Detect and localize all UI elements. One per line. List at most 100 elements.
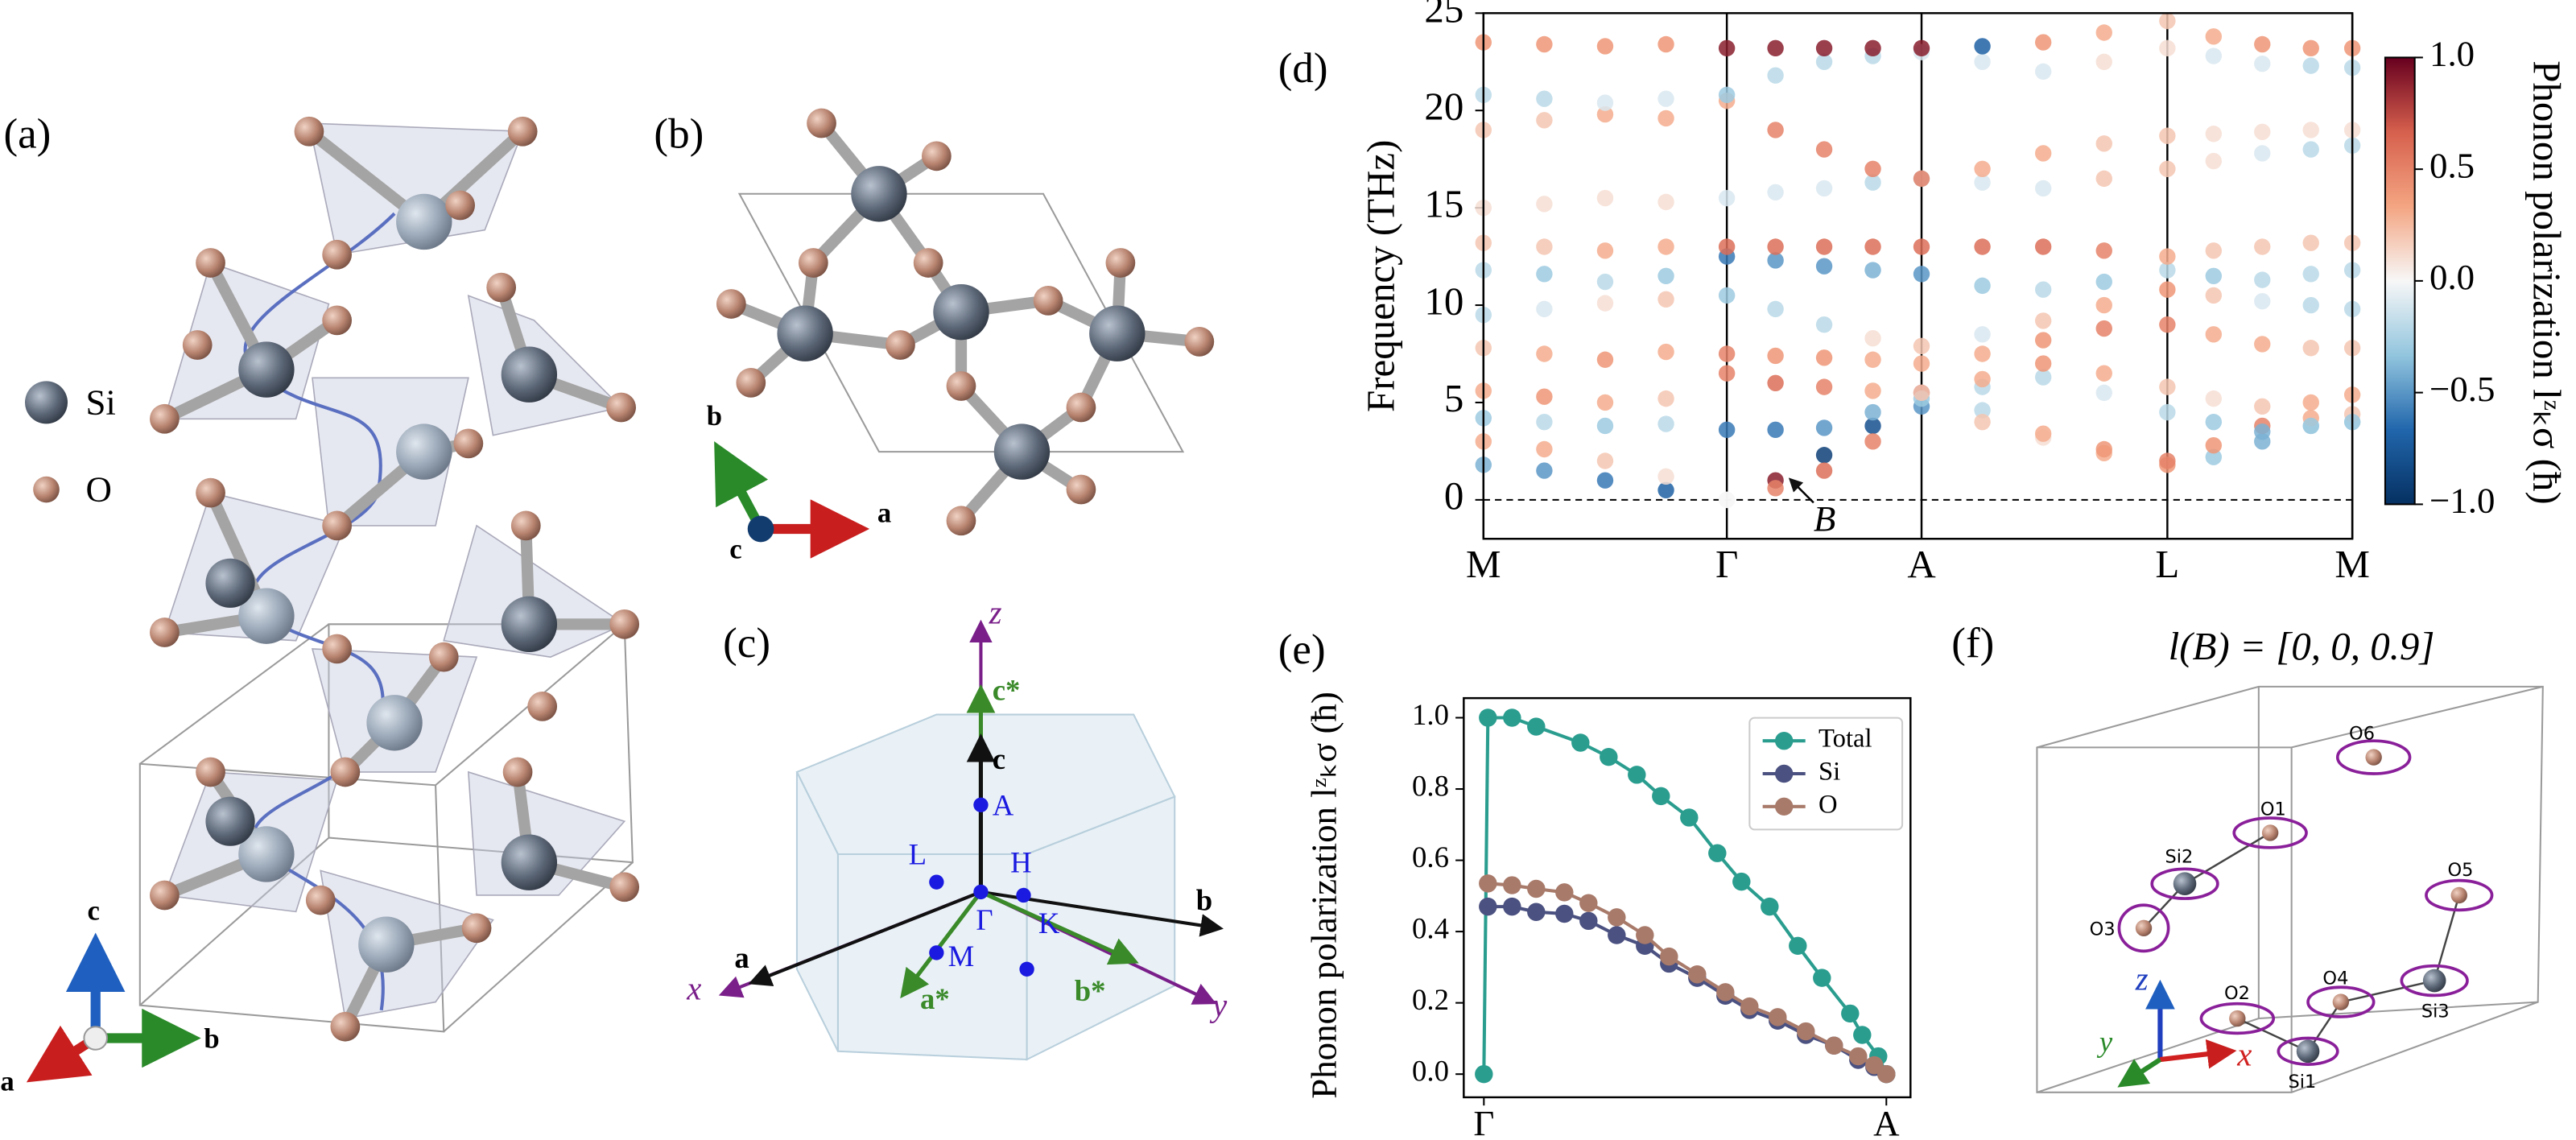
orbits	[2117, 739, 2494, 1066]
phonon-dot	[1718, 39, 1736, 57]
legend-si	[24, 381, 68, 424]
legend-text: O	[85, 469, 111, 509]
phonon-dot	[1657, 35, 1674, 53]
phonon-dot	[1974, 53, 1991, 70]
phonon-dot	[1864, 238, 1881, 255]
colorbar-tick-label: 1.0	[2429, 34, 2475, 74]
phonon-dot	[1596, 417, 1614, 435]
plot-frame	[1482, 12, 2354, 540]
phonon-dot	[2254, 398, 2271, 415]
phonon-dot	[2034, 145, 2052, 162]
y-tick-label: 5	[1444, 376, 1463, 420]
panel-label: (e)	[1278, 626, 1326, 673]
phonon-dot	[1815, 419, 1833, 436]
legend-label: O	[1818, 790, 1838, 819]
phonon-dot	[1767, 252, 1784, 269]
phonon-dot	[2254, 423, 2271, 440]
axis-label: c*	[993, 673, 1021, 706]
phonon-dot	[1596, 472, 1614, 489]
series-marker	[1761, 897, 1779, 916]
x-tick-label: L	[2155, 542, 2179, 586]
axis-label: c	[88, 894, 100, 926]
legend-marker	[1774, 731, 1794, 750]
phonon-dot	[2254, 35, 2271, 53]
atom-label: Si2	[2165, 847, 2194, 868]
phonon-dot	[1913, 238, 1930, 255]
series-marker	[1716, 983, 1735, 1002]
phonon-dot	[1913, 355, 1930, 372]
phonon-dot	[1864, 262, 1881, 279]
point-label: H	[1010, 846, 1032, 879]
phonon-dot	[1974, 38, 1991, 55]
atom-label: Si3	[2421, 1001, 2450, 1022]
axis-label: a	[877, 498, 891, 529]
series-marker	[1841, 1004, 1860, 1023]
phonon-dot	[1815, 180, 1833, 197]
series-marker	[1479, 897, 1497, 916]
phonon-dot	[1815, 316, 1833, 333]
colorbar-tick-label: 0.0	[2429, 257, 2475, 297]
cell-box	[2036, 685, 2544, 1093]
phonon-dot	[1536, 345, 1553, 362]
plot-frame	[1463, 696, 1912, 1099]
phonon-dot	[2254, 145, 2271, 162]
phonon-dot	[1767, 300, 1784, 318]
series-marker	[1503, 708, 1521, 727]
axis-label: y	[2096, 1025, 2113, 1058]
phonon-dot	[1864, 417, 1881, 435]
phonon-dot	[1913, 170, 1930, 188]
si-atoms	[205, 193, 558, 973]
phonon-dot	[2159, 262, 2176, 279]
series-marker	[1636, 926, 1654, 944]
phonon-dot	[1536, 266, 1553, 283]
phonon-dot	[1815, 462, 1833, 479]
phonon-dot	[1974, 277, 1991, 295]
phonon-dot	[1974, 402, 1991, 419]
phonon-dot	[2302, 234, 2319, 251]
panel-a: (a) Si O c b a	[0, 111, 640, 1097]
axis-label: b	[204, 1023, 219, 1055]
phonon-dot	[2205, 287, 2223, 304]
phonon-dot	[2034, 355, 2052, 372]
annotation: B	[1814, 498, 1835, 539]
panel-c: (c) z c* c b y b* a* x a A L H Γ M K	[686, 594, 1228, 1061]
phonon-dot	[1536, 300, 1553, 318]
series-marker	[1853, 1026, 1872, 1044]
phonon-dot	[2034, 281, 2052, 298]
series-marker	[1740, 997, 1759, 1016]
phonon-dot	[2205, 267, 2223, 284]
series-marker	[1628, 766, 1646, 784]
series-marker	[1479, 874, 1497, 893]
legend-marker	[1774, 764, 1794, 783]
phonon-dot	[2095, 296, 2112, 314]
phonon-dot	[1596, 295, 1614, 312]
phonon-dot	[1657, 415, 1674, 432]
series-marker	[1479, 708, 1497, 727]
phonon-dot	[2254, 238, 2271, 255]
series-marker	[1680, 808, 1699, 827]
phonon-dot	[2302, 417, 2319, 435]
high-symmetry-points	[929, 797, 1034, 977]
axis-label: c	[993, 742, 1005, 775]
phonon-dot	[1718, 238, 1736, 255]
phonon-dot	[1657, 468, 1674, 485]
atom-label: O3	[2090, 919, 2116, 940]
point-label: M	[948, 940, 975, 973]
phonon-dot	[2159, 452, 2176, 469]
legend-label: Si	[1818, 757, 1840, 786]
axis-label: x	[686, 971, 701, 1007]
phonon-dot	[1536, 413, 1553, 431]
colorbar-title: Phonon polarization lᶻₖσ (ħ)	[2525, 60, 2570, 504]
o-atoms	[150, 116, 640, 1042]
phonon-dot	[2205, 152, 2223, 170]
panel-label: (a)	[3, 111, 51, 158]
phonon-dot	[1657, 267, 1674, 284]
series-marker	[1527, 902, 1546, 921]
phonon-dot	[1657, 291, 1674, 308]
series-marker	[1608, 926, 1626, 944]
phonon-dot	[1974, 345, 1991, 362]
phonon-dot	[1657, 109, 1674, 127]
phonon-dot	[2159, 127, 2176, 144]
axis-label: b	[1196, 884, 1212, 917]
phonon-dot	[1718, 189, 1736, 207]
